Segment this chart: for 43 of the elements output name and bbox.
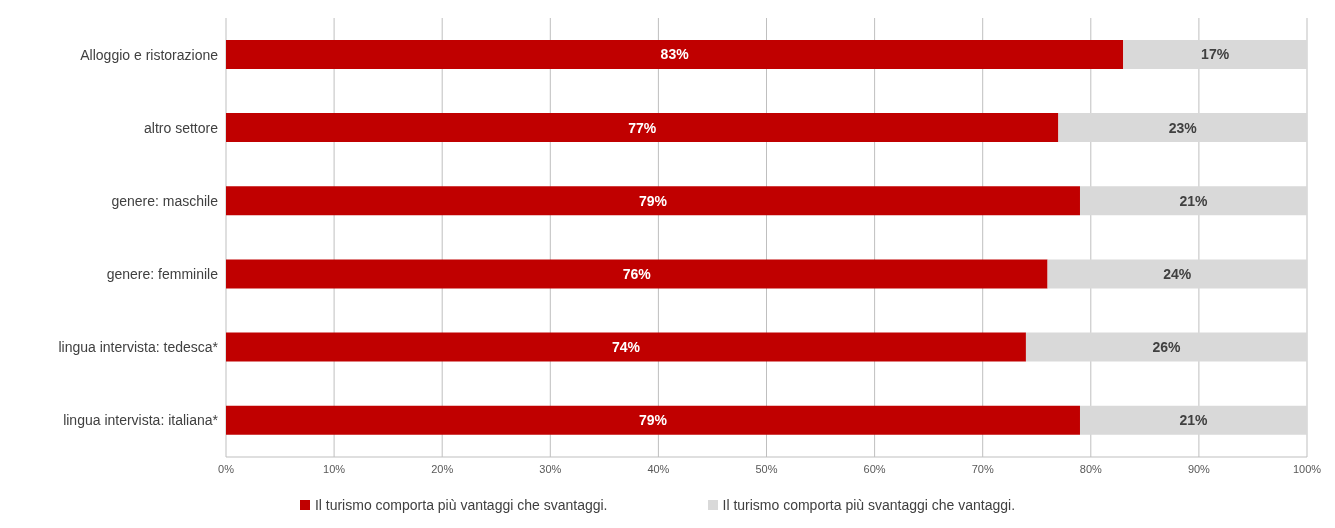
data-label: 79% bbox=[638, 192, 668, 209]
x-tick-label: 100% bbox=[1292, 462, 1322, 475]
bar bbox=[1079, 186, 1307, 216]
legend-label: Il turismo comporta più vantaggi che svantaggi. bbox=[313, 497, 608, 513]
x-tick-label: 30% bbox=[539, 462, 562, 475]
x-tick-label: 60% bbox=[863, 462, 886, 475]
bar bbox=[226, 259, 1048, 289]
x-tick-label: 90% bbox=[1187, 462, 1211, 475]
x-tick-label: 80% bbox=[1079, 462, 1103, 475]
bar bbox=[226, 332, 1026, 362]
bar bbox=[1025, 332, 1307, 362]
legend-label: Il turismo comporta più svantaggi che vantaggi. bbox=[721, 497, 1016, 513]
bar bbox=[1058, 113, 1307, 143]
bar bbox=[1047, 259, 1307, 289]
y-tick-label: lingua intervista: tedesca* bbox=[58, 339, 219, 356]
y-tick-label: Alloggio e ristorazione bbox=[80, 46, 219, 63]
data-label: 21% bbox=[1179, 192, 1209, 209]
bar bbox=[226, 39, 1124, 69]
data-label: 74% bbox=[611, 339, 641, 356]
x-tick-label: 40% bbox=[647, 462, 670, 475]
x-tick-label: 10% bbox=[323, 462, 346, 475]
data-label: 77% bbox=[628, 119, 657, 136]
y-tick-label: genere: femminile bbox=[106, 266, 219, 283]
bar bbox=[226, 186, 1080, 216]
data-label: 23% bbox=[1168, 119, 1198, 136]
bar bbox=[1079, 405, 1307, 435]
data-label: 17% bbox=[1201, 46, 1230, 63]
data-label: 83% bbox=[660, 46, 690, 63]
x-tick-label: 0% bbox=[218, 462, 235, 475]
x-tick-label: 20% bbox=[431, 462, 454, 475]
data-label: 24% bbox=[1163, 265, 1192, 282]
y-tick-label: altro settore bbox=[144, 119, 219, 136]
data-label: 79% bbox=[638, 412, 668, 429]
data-label: 21% bbox=[1179, 412, 1209, 429]
bar bbox=[226, 405, 1080, 435]
y-tick-label: lingua intervista: italiana* bbox=[63, 412, 219, 429]
x-tick-label: 50% bbox=[755, 462, 778, 475]
bar bbox=[1123, 39, 1307, 69]
x-tick-label: 70% bbox=[971, 462, 994, 475]
bar bbox=[226, 113, 1059, 143]
y-tick-label: genere: maschile bbox=[111, 192, 219, 209]
data-label: 76% bbox=[622, 265, 652, 282]
data-label: 26% bbox=[1152, 339, 1182, 356]
